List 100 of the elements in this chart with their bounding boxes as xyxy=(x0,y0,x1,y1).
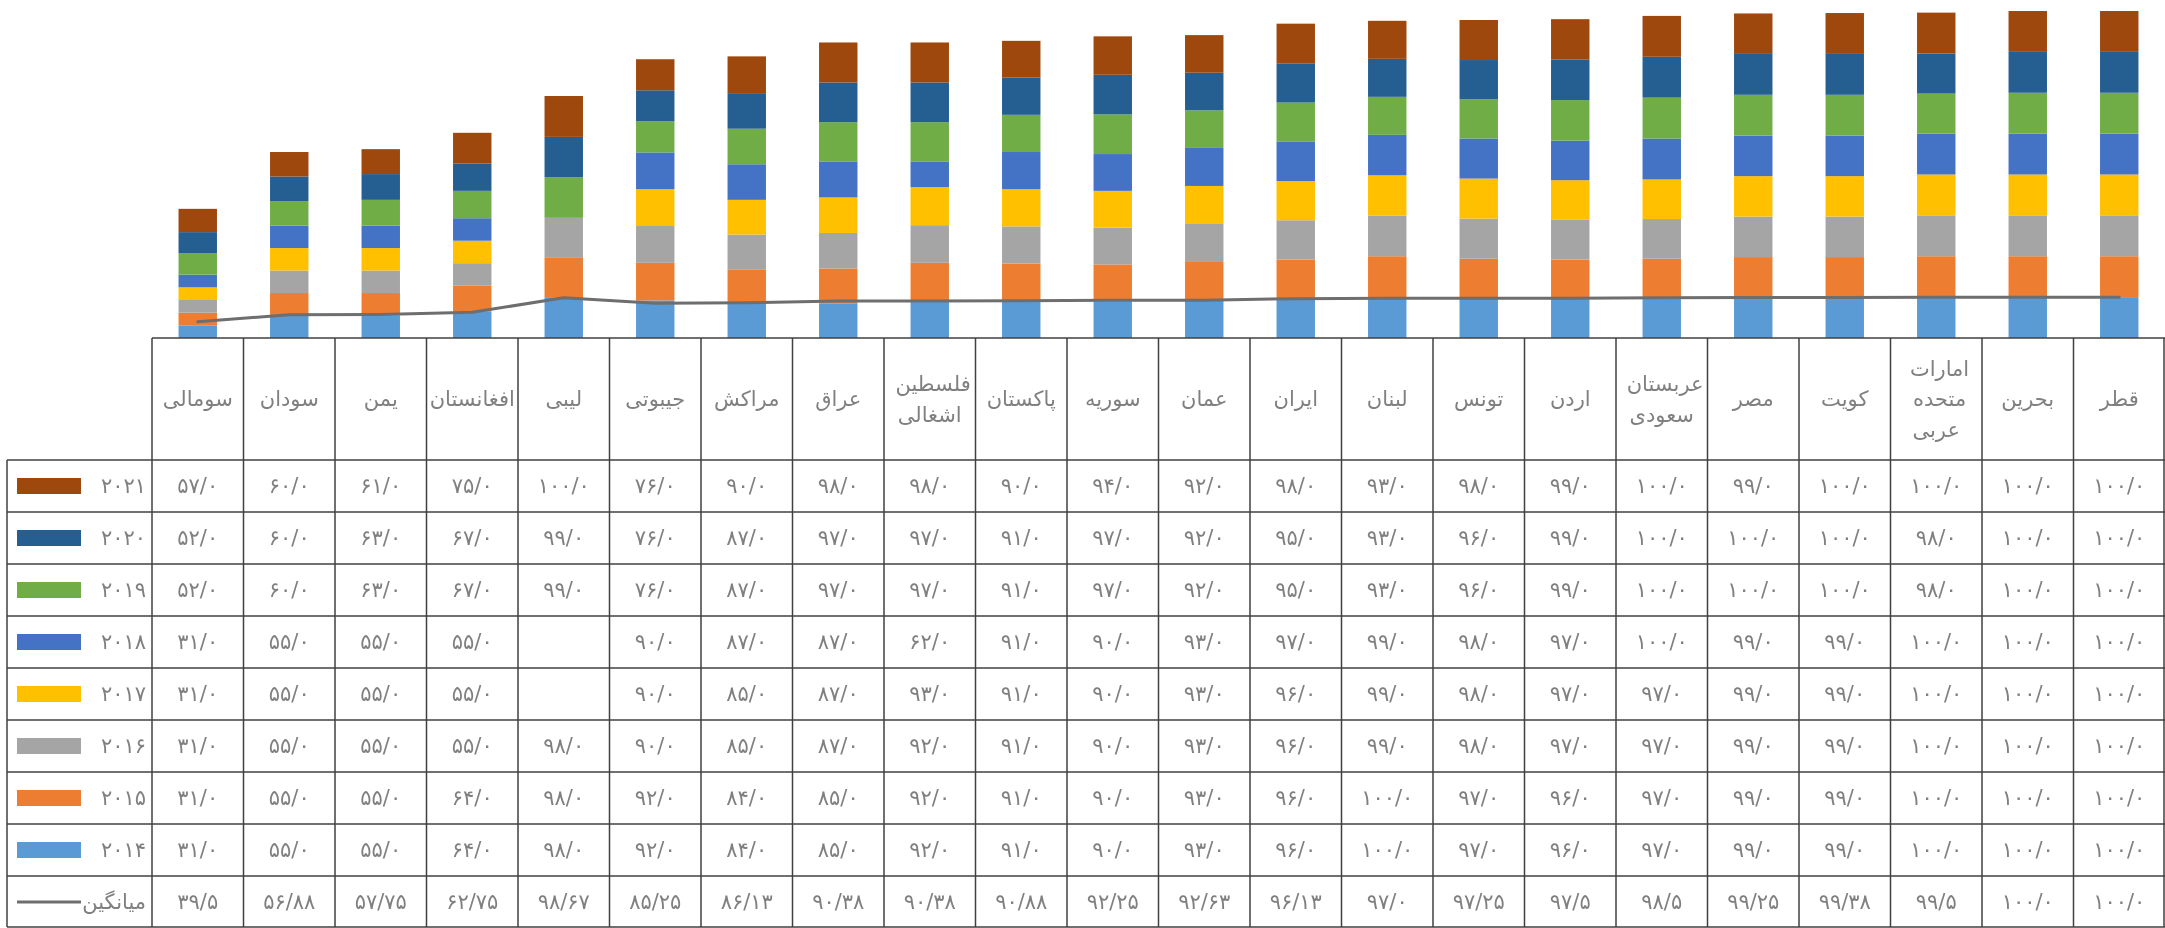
bar xyxy=(1642,97,1681,139)
data-label: ۹۷/۲۵ xyxy=(1452,890,1505,915)
bar xyxy=(270,315,309,338)
data-label: ۹۹/۰ xyxy=(1366,630,1408,655)
bar xyxy=(1734,216,1773,258)
data-label: ۱۰۰/۰ xyxy=(2001,890,2054,915)
bar xyxy=(636,226,675,263)
data-label: ۹۷/۰ xyxy=(1366,890,1408,915)
bar xyxy=(1002,226,1041,264)
bar xyxy=(1093,190,1132,228)
x-tick-label: سوریه xyxy=(1084,387,1141,412)
bar xyxy=(453,311,492,338)
data-label: ۸۷/۰ xyxy=(817,682,859,707)
bar xyxy=(1185,72,1224,111)
data-label: ۱۰۰/۰ xyxy=(1910,838,1963,863)
data-label: ۱۰۰/۰ xyxy=(2093,630,2146,655)
data-label: ۱۰۰/۰ xyxy=(1361,838,1414,863)
legend-label: ۲۰۱۹ xyxy=(100,578,146,603)
data-label: ۱۰۰/۰ xyxy=(1910,630,1963,655)
data-label: ۹۸/۰ xyxy=(1458,474,1500,499)
data-label: ۹۸/۶۷ xyxy=(537,890,590,915)
data-label: ۹۳/۰ xyxy=(1183,838,1225,863)
bar xyxy=(727,164,766,200)
data-label: ۹۱/۰ xyxy=(1000,526,1042,551)
data-label: ۹۰/۰ xyxy=(634,630,676,655)
data-label: ۹۸/۰ xyxy=(1915,526,1957,551)
data-label: ۹۸/۰ xyxy=(817,474,859,499)
data-label: ۸۶/۱۳ xyxy=(720,890,773,915)
data-label: ۱۰۰/۰ xyxy=(537,474,590,499)
bar xyxy=(1642,298,1681,338)
bar xyxy=(1459,99,1498,139)
data-label: ۹۱/۰ xyxy=(1000,682,1042,707)
data-label: ۷۶/۰ xyxy=(634,474,676,499)
data-label: ۹۹/۰ xyxy=(1824,682,1866,707)
bar xyxy=(1551,219,1590,260)
data-label: ۹۹/۰ xyxy=(1732,786,1774,811)
bar xyxy=(1459,298,1498,338)
x-tick-label: یمن xyxy=(363,387,398,412)
data-label: ۹۷/۰ xyxy=(1641,682,1683,707)
bar xyxy=(2100,297,2139,338)
data-label: ۵۵/۰ xyxy=(360,630,402,655)
bar xyxy=(819,122,858,162)
data-label: ۹۰/۸۸ xyxy=(995,890,1048,915)
x-tick-label: عراق xyxy=(815,387,862,412)
bar xyxy=(1002,114,1041,153)
data-label: ۹۸/۵ xyxy=(1641,890,1683,915)
x-tick-label: جیبوتی xyxy=(625,387,686,412)
data-label: ۹۲/۰ xyxy=(1183,578,1225,603)
bar xyxy=(1368,215,1407,257)
data-label: ۵۵/۰ xyxy=(360,838,402,863)
data-label: ۹۹/۰ xyxy=(543,578,585,603)
data-label: ۹۹/۰ xyxy=(1732,734,1774,759)
data-label: ۹۲/۰ xyxy=(634,786,676,811)
data-label: ۹۲/۰ xyxy=(634,838,676,863)
data-label: ۳۱/۰ xyxy=(177,682,219,707)
data-label: ۵۵/۰ xyxy=(268,786,310,811)
data-label: ۵۵/۰ xyxy=(360,734,402,759)
data-label: ۹۸/۰ xyxy=(1458,682,1500,707)
data-label: ۹۷/۰ xyxy=(1641,734,1683,759)
data-label: ۹۹/۰ xyxy=(1824,786,1866,811)
data-label: ۹۹/۰ xyxy=(1549,578,1591,603)
bar xyxy=(636,262,675,301)
data-label: ۱۰۰/۰ xyxy=(2001,682,2054,707)
bar xyxy=(1276,181,1315,221)
bar xyxy=(819,232,858,269)
data-label: ۱۰۰/۰ xyxy=(2093,526,2146,551)
data-label: ۹۶/۰ xyxy=(1549,838,1591,863)
bar xyxy=(1185,223,1224,262)
bar xyxy=(1093,36,1132,75)
data-label: ۱۰۰/۰ xyxy=(2001,838,2054,863)
data-label: ۹۸/۰ xyxy=(543,838,585,863)
data-label: ۹۰/۰ xyxy=(1092,786,1134,811)
bar xyxy=(1734,53,1773,95)
bar xyxy=(727,234,766,270)
legend-label: ۲۰۱۸ xyxy=(100,630,146,655)
data-label: ۶۳/۰ xyxy=(360,526,402,551)
bar xyxy=(178,208,217,233)
data-label: ۹۷/۰ xyxy=(909,578,951,603)
bar xyxy=(178,299,217,313)
legend-label: ۲۰۲۰ xyxy=(100,526,146,551)
data-label: ۹۳/۰ xyxy=(1366,578,1408,603)
bar xyxy=(544,217,583,258)
bar xyxy=(178,325,217,338)
data-label: ۱۰۰/۰ xyxy=(1818,526,1871,551)
bar xyxy=(544,136,583,178)
bar xyxy=(2100,256,2139,298)
data-label: ۹۹/۰ xyxy=(1732,838,1774,863)
bar xyxy=(1825,176,1864,217)
bar xyxy=(1459,19,1498,61)
data-label: ۱۰۰/۰ xyxy=(2093,734,2146,759)
x-tick-label: عربستان سعودی xyxy=(1619,372,1704,427)
data-label: ۱۰۰/۰ xyxy=(2093,474,2146,499)
data-label: ۹۵/۰ xyxy=(1275,526,1317,551)
data-label: ۵۵/۰ xyxy=(451,682,493,707)
data-label: ۱۰۰/۰ xyxy=(1635,578,1688,603)
bar xyxy=(910,82,949,123)
bar xyxy=(1917,256,1956,298)
bar xyxy=(1734,135,1773,177)
bar xyxy=(2008,92,2047,134)
bar xyxy=(727,128,766,165)
